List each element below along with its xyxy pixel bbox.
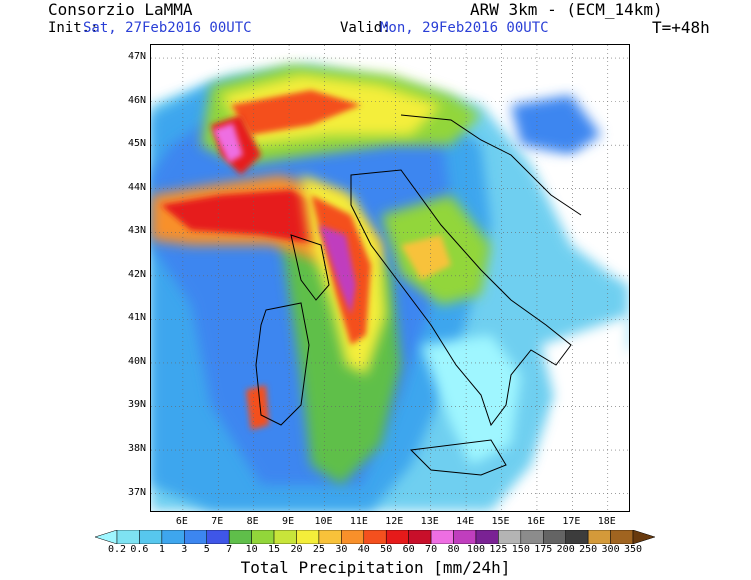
colorbar-swatch <box>520 530 544 544</box>
colorbar-swatch <box>430 530 454 544</box>
colorbar-level-label: 125 <box>489 544 508 555</box>
colorbar-level-label: 40 <box>357 544 370 555</box>
lon-tick-label: 11E <box>349 516 368 527</box>
colorbar-level-label: 150 <box>511 544 530 555</box>
colorbar-swatch <box>184 530 207 544</box>
colorbar-level-label: 0.2 <box>107 544 127 555</box>
colorbar-level-label: 200 <box>556 544 575 555</box>
colorbar-level-label: 20 <box>290 544 303 555</box>
lat-tick-label: 47N <box>127 51 146 63</box>
lat-tick-label: 40N <box>127 355 146 367</box>
colorbar-swatch <box>341 530 365 544</box>
colorbar-level-label: 50 <box>380 544 393 555</box>
coastlines <box>255 114 582 476</box>
lon-tick-label: 13E <box>420 516 439 527</box>
colorbar-level-label: 250 <box>579 544 598 555</box>
colorbar-swatch <box>610 530 634 544</box>
lat-lon-grid <box>151 45 629 511</box>
lat-tick-label: 38N <box>127 443 146 455</box>
valid-label: Valid: <box>340 20 391 36</box>
lat-tick-label: 41N <box>127 312 146 324</box>
colorbar-level-label: 10 <box>245 544 258 555</box>
map-canvas <box>151 45 629 511</box>
lon-tick-label: 17E <box>562 516 581 527</box>
model-title: ARW 3km - (ECM_14km) <box>470 0 663 19</box>
lon-tick-label: 7E <box>211 516 224 527</box>
colorbar-swatch <box>251 530 275 544</box>
init-value: Sat, 27Feb2016 00UTC <box>83 20 252 36</box>
colorbar-level-label: 80 <box>447 544 460 555</box>
colorbar-swatch <box>453 530 477 544</box>
colorbar-swatch <box>228 530 252 544</box>
colorbar-swatch <box>116 530 140 544</box>
colorbar-swatch <box>475 530 499 544</box>
colorbar-level-label: 1 <box>158 544 165 555</box>
colorbar-level-label: 300 <box>601 544 620 555</box>
colorbar-swatch <box>139 530 163 544</box>
lat-tick-label: 37N <box>127 486 146 498</box>
lon-tick-label: 10E <box>314 516 333 527</box>
colorbar-swatch <box>385 530 409 544</box>
colorbar-level-label: 5 <box>203 544 210 555</box>
colorbar-level-label: 0.6 <box>130 544 149 555</box>
org-title: Consorzio LaMMA <box>48 0 193 19</box>
colorbar-swatch <box>543 530 566 544</box>
colorbar-level-label: 25 <box>312 544 325 555</box>
colorbar-level-label: 30 <box>335 544 348 555</box>
lon-tick-label: 15E <box>491 516 510 527</box>
colorbar-level-label: 70 <box>425 544 438 555</box>
precipitation-map <box>150 44 630 512</box>
colorbar-swatch <box>318 530 342 544</box>
colorbar-level-label: 350 <box>623 544 643 555</box>
colorbar-swatch <box>498 530 522 544</box>
colorbar-swatch <box>161 530 185 544</box>
precip-field <box>151 65 629 511</box>
colorbar-level-label: 60 <box>402 544 415 555</box>
lat-tick-label: 45N <box>127 138 146 150</box>
colorbar-swatch <box>587 530 611 544</box>
colorbar-swatch <box>206 530 230 544</box>
lon-tick-label: 9E <box>282 516 295 527</box>
colorbar-level-label: 100 <box>466 544 485 555</box>
valid-value: Mon, 29Feb2016 00UTC <box>380 20 549 36</box>
lat-tick-label: 43N <box>127 225 146 237</box>
colorbar-swatch <box>273 530 297 544</box>
lat-tick-label: 42N <box>127 268 146 280</box>
colorbar-level-label: 3 <box>181 544 188 555</box>
colorbar-level-label: 15 <box>268 544 281 555</box>
lon-tick-label: 18E <box>597 516 616 527</box>
colorbar-swatch <box>408 530 432 544</box>
colorbar-swatch <box>565 530 589 544</box>
colorbar-swatch <box>95 530 118 544</box>
lat-tick-label: 39N <box>127 399 146 411</box>
colorbar-swatch <box>363 530 387 544</box>
colorbar-swatch <box>296 530 320 544</box>
lead-time: T=+48h <box>652 18 710 37</box>
colorbar-level-label: 175 <box>534 544 553 555</box>
legend-title: Total Precipitation [mm/24h] <box>240 558 511 577</box>
lat-tick-label: 46N <box>127 94 146 106</box>
lon-tick-label: 14E <box>456 516 475 527</box>
colorbar-swatch <box>632 530 655 544</box>
lon-tick-label: 12E <box>385 516 404 527</box>
init-label: Init.: <box>48 20 99 36</box>
lon-tick-label: 8E <box>246 516 259 527</box>
colorbar-level-label: 7 <box>226 544 233 555</box>
lat-tick-label: 44N <box>127 181 146 193</box>
lon-tick-label: 6E <box>175 516 188 527</box>
colorbar <box>95 530 655 544</box>
lon-tick-label: 16E <box>526 516 545 527</box>
